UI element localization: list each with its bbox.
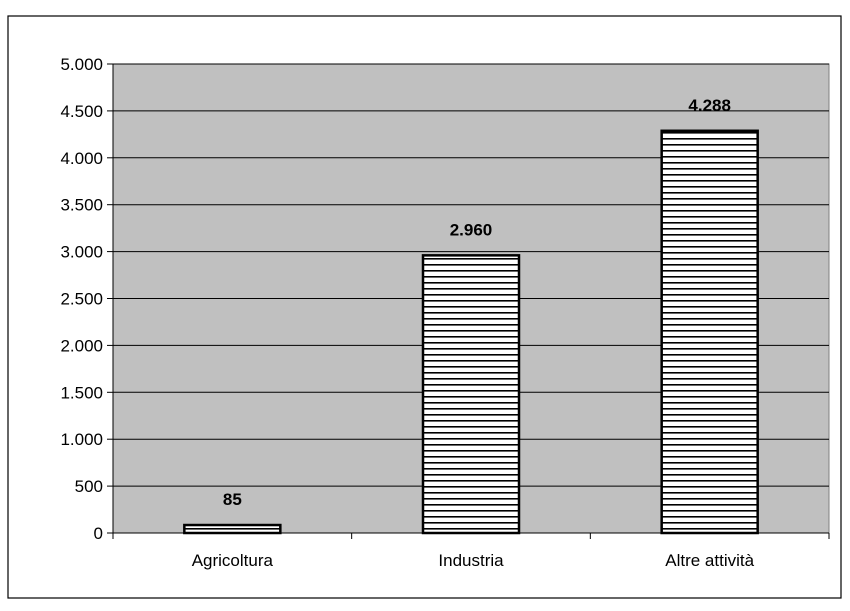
x-tick-label: Agricoltura <box>192 551 274 570</box>
x-tick-labels: Agricoltura Industria Altre attività <box>192 551 755 570</box>
y-tick-label: 2.000 <box>60 336 103 355</box>
data-label: 2.960 <box>450 220 493 239</box>
y-tick-labels: 0 500 1.000 1.500 2.000 2.500 3.000 3.500 4.000 4… <box>60 55 103 543</box>
axes <box>107 63 830 539</box>
bar-industria <box>421 254 521 535</box>
x-tick-label: Industria <box>438 551 504 570</box>
x-tick-label: Altre attività <box>665 551 754 570</box>
y-tick-label: 4.500 <box>60 102 103 121</box>
data-label: 4.288 <box>688 96 731 115</box>
y-tick-label: 4.000 <box>60 149 103 168</box>
bar-agricoltura <box>183 523 282 535</box>
y-tick-label: 500 <box>75 477 103 496</box>
y-tick-label: 5.000 <box>60 55 103 74</box>
bars <box>183 129 759 535</box>
y-tick-label: 3.000 <box>60 243 103 262</box>
y-tick-label: 3.500 <box>60 196 103 215</box>
y-tick-label: 2.500 <box>60 290 103 309</box>
bar-altre-attivit- <box>660 129 759 535</box>
y-tick-label: 0 <box>94 524 103 543</box>
y-tick-label: 1.500 <box>60 383 103 402</box>
y-tick-label: 1.000 <box>60 430 103 449</box>
data-labels: 85 2.960 4.288 <box>223 96 731 509</box>
data-label: 85 <box>223 490 242 509</box>
